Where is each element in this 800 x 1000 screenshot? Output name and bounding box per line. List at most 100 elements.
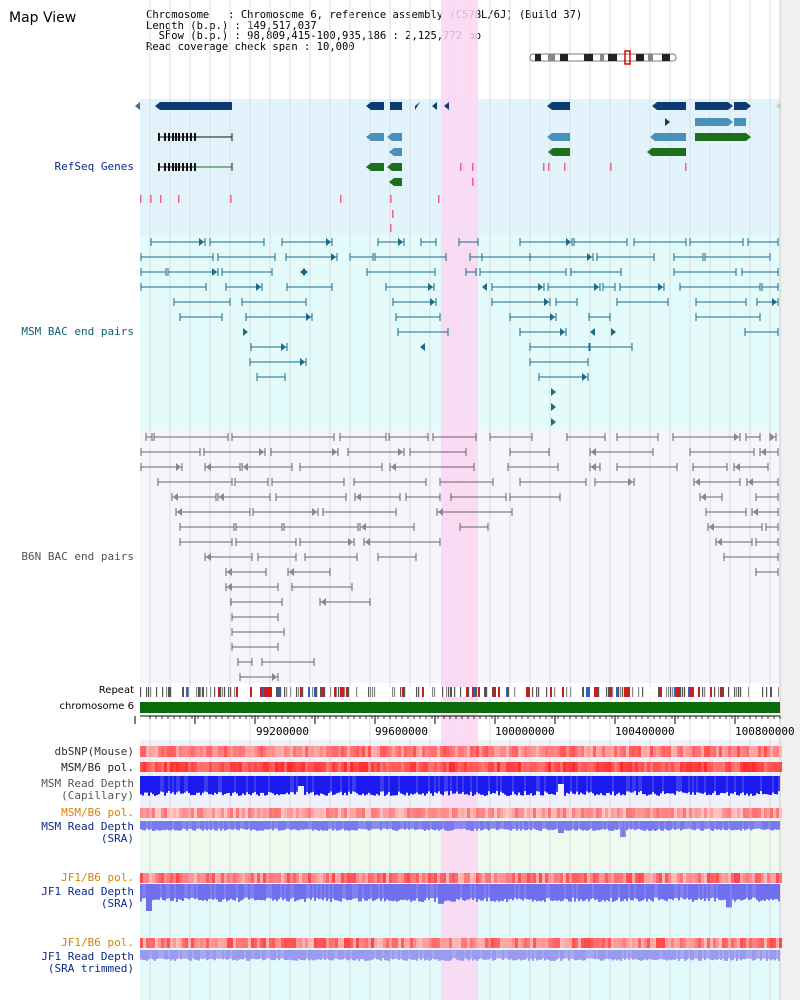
read-depth-bar — [664, 776, 666, 795]
read-depth-bar — [616, 776, 618, 795]
polymorphism-cell — [695, 808, 698, 818]
read-depth-bar — [648, 821, 650, 831]
read-depth-bar — [372, 776, 374, 796]
refseq-gene-track[interactable] — [135, 102, 781, 232]
polymorphism-cell — [299, 938, 302, 948]
repeat-element — [546, 687, 548, 697]
polymorphism-cell — [254, 873, 257, 883]
polymorphism-cell — [308, 762, 311, 772]
polymorphism-cell — [608, 808, 611, 818]
read-depth-bar — [300, 884, 302, 900]
polymorphism-cell — [344, 808, 347, 818]
polymorphism-cell — [704, 808, 707, 818]
polymorphism-cell — [389, 762, 392, 772]
polymorphism-cell — [650, 746, 653, 757]
polymorphism-cell — [221, 808, 224, 818]
polymorphism-cell — [524, 938, 527, 948]
polymorphism-cell — [341, 762, 344, 772]
polymorphism-cell — [671, 938, 674, 948]
read-depth-bar — [496, 884, 498, 901]
read-depth-bar — [372, 950, 374, 960]
repeat-element — [506, 687, 508, 697]
read-depth-bar — [444, 884, 446, 902]
read-depth-bar — [772, 821, 774, 831]
read-depth-bar — [720, 950, 722, 961]
polymorphism-cell — [389, 873, 392, 883]
read-depth-bar — [298, 950, 300, 960]
bac-end-arrow — [398, 448, 403, 456]
read-depth-bar — [322, 884, 324, 901]
read-depth-bar — [736, 776, 738, 796]
chromosome-ideogram[interactable] — [529, 50, 677, 65]
polymorphism-cell — [497, 746, 500, 757]
polymorphism-cell — [398, 938, 401, 948]
polymorphism-cell — [569, 873, 572, 883]
read-depth-bar — [278, 821, 280, 831]
read-depth-bar — [304, 776, 306, 795]
read-depth-bar — [462, 884, 464, 901]
gene-feature — [655, 133, 686, 141]
read-depth-bar — [666, 821, 668, 831]
snp-mark — [438, 195, 440, 203]
read-depth-bar — [546, 821, 548, 830]
read-depth-bar — [188, 821, 190, 829]
polymorphism-cell — [467, 746, 470, 757]
read-depth-bar — [644, 884, 646, 899]
read-depth-bar — [282, 884, 284, 901]
read-depth-bar — [480, 776, 482, 795]
read-depth-bar — [558, 821, 560, 833]
polymorphism-cell — [683, 746, 686, 757]
read-depth-bar — [686, 776, 688, 794]
polymorphism-cell — [482, 762, 485, 772]
polymorphism-cell — [431, 938, 434, 948]
polymorphism-cell — [431, 746, 434, 757]
repeat-element — [672, 687, 674, 697]
read-depth-bar — [228, 821, 230, 829]
read-depth-bar — [202, 950, 204, 960]
read-depth-bar — [396, 950, 398, 959]
read-depth-bar — [392, 776, 394, 796]
read-depth-bar — [526, 884, 528, 900]
polymorphism-cell — [533, 762, 536, 772]
repeat-element — [166, 687, 168, 697]
bac-end-arrow — [348, 538, 353, 546]
polymorphism-cell — [515, 873, 518, 883]
read-depth-bar — [592, 950, 594, 959]
repeat-element — [610, 687, 612, 697]
polymorphism-cell — [407, 762, 410, 772]
polymorphism-cell — [482, 746, 485, 757]
polymorphism-cell — [299, 873, 302, 883]
b6n-bac-pairs-track[interactable] — [140, 433, 779, 681]
read-depth-bar — [740, 821, 742, 831]
polymorphism-cell — [194, 808, 197, 818]
polymorphism-cell — [509, 938, 512, 948]
polymorphism-cell — [425, 746, 428, 757]
read-depth-bar — [312, 950, 314, 961]
polymorphism-cell — [272, 873, 275, 883]
repeat-element — [434, 687, 436, 697]
repeat-element — [186, 687, 188, 697]
repeat-element — [422, 687, 424, 697]
polymorphism-cell — [209, 873, 212, 883]
read-depth-bar — [654, 884, 656, 898]
read-depth-bar — [558, 884, 560, 901]
read-depth-bar — [712, 821, 714, 831]
polymorphism-cell — [605, 873, 608, 883]
polymorphism-cell — [749, 938, 752, 948]
polymorphism-cell — [386, 762, 389, 772]
polymorphism-cell — [707, 873, 710, 883]
read-depth-bar — [616, 950, 618, 961]
polymorphism-cell — [392, 873, 395, 883]
read-depth-bar — [236, 776, 238, 794]
msm-bac-pairs-track[interactable] — [140, 238, 779, 426]
read-depth-bar — [554, 776, 556, 795]
polymorphism-cell — [152, 873, 155, 883]
repeat-element — [682, 687, 684, 697]
polymorphism-cell — [176, 938, 179, 948]
bac-end-arrow — [243, 463, 248, 471]
read-depth-bar — [302, 950, 304, 961]
polymorphism-cell — [551, 808, 554, 818]
polymorphism-cell — [182, 938, 185, 948]
polymorphism-cell — [557, 762, 560, 772]
